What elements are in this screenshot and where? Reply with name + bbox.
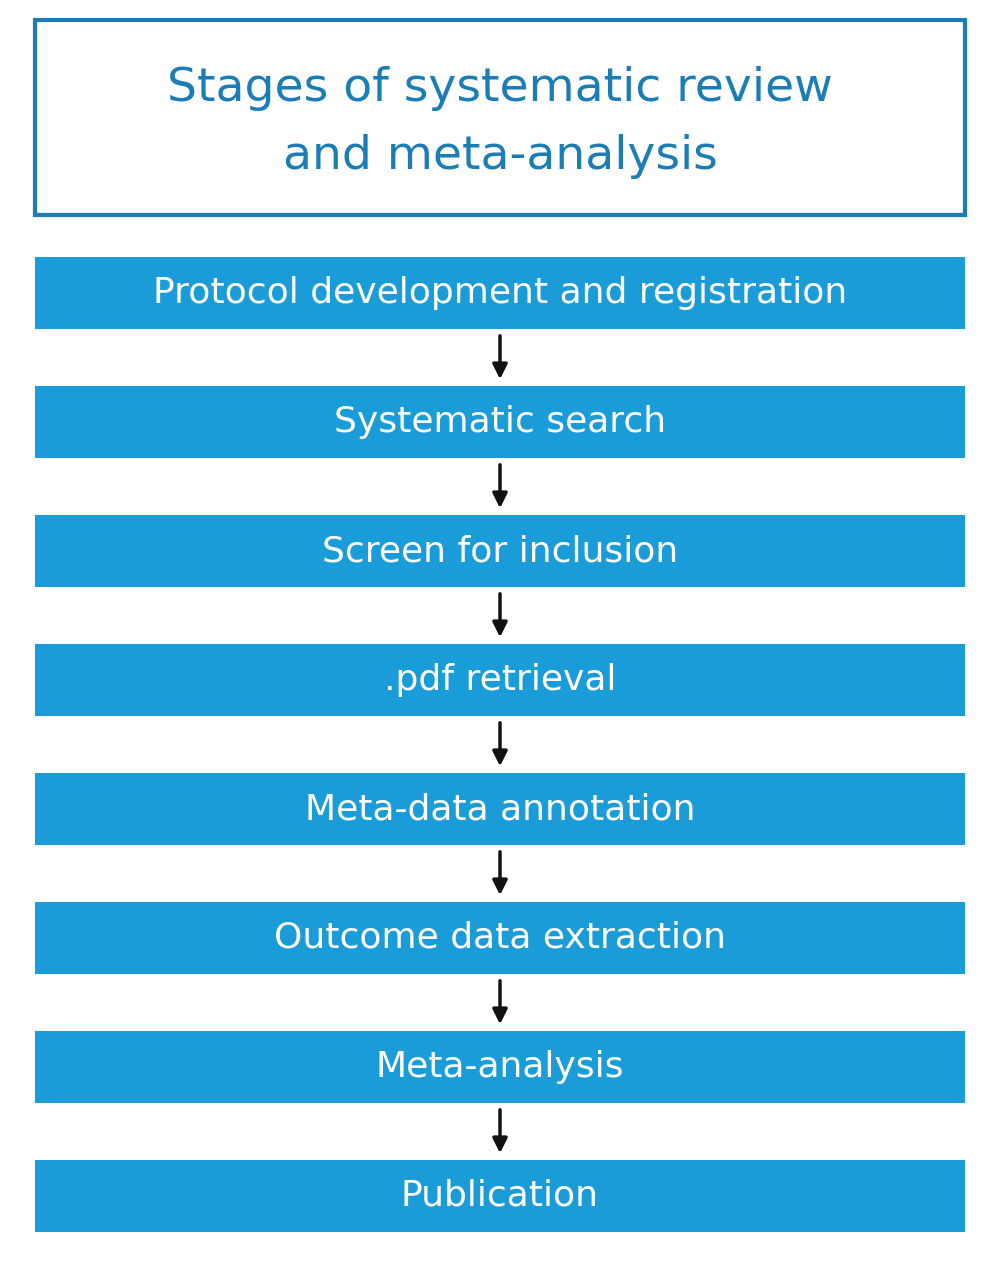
Bar [35,20,965,215]
Text: Outcome data extraction: Outcome data extraction [274,921,726,955]
Text: Meta-analysis: Meta-analysis [376,1049,624,1084]
Text: and meta-analysis: and meta-analysis [283,134,717,179]
Text: Protocol development and registration: Protocol development and registration [153,276,847,310]
Bar [35,1160,965,1233]
Bar [35,644,965,716]
Bar [35,773,965,845]
Text: Stages of systematic review: Stages of systematic review [167,66,833,111]
Bar [35,257,965,329]
Text: .pdf retrieval: .pdf retrieval [384,663,616,697]
Bar [35,385,965,458]
Bar [35,1032,965,1103]
Text: Publication: Publication [401,1179,599,1213]
Text: Systematic search: Systematic search [334,404,666,439]
Bar [35,902,965,974]
Text: Screen for inclusion: Screen for inclusion [322,534,678,569]
Text: Meta-data annotation: Meta-data annotation [305,792,695,826]
Bar [35,515,965,586]
